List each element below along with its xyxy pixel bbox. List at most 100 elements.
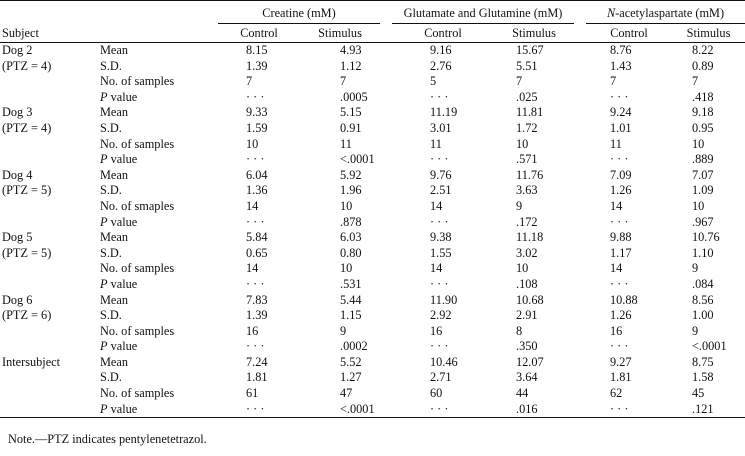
table-row: (PTZ = 4) S.D. 1.39 1.12 2.76 5.51 1.43 0.89 bbox=[0, 59, 745, 75]
value-cell: 1.09 bbox=[692, 183, 714, 198]
table-row: P value · · · <.0001 · · · .571 · · · .889 bbox=[0, 152, 745, 168]
value-cell: 6.04 bbox=[246, 167, 268, 182]
value-cell: 14 bbox=[430, 261, 443, 276]
value-cell: .531 bbox=[340, 276, 362, 291]
value-cell: .084 bbox=[692, 276, 714, 291]
p-value-label: value bbox=[110, 401, 138, 416]
subject-cell bbox=[0, 370, 100, 386]
value-cell: 2.91 bbox=[516, 308, 538, 323]
measure-cell: P value bbox=[100, 215, 218, 231]
measure-cell: No. of samples bbox=[100, 386, 175, 401]
results-table: Creatine (mM) Glutamate and Glutamine (m… bbox=[0, 0, 745, 419]
value-cell: 16 bbox=[430, 323, 443, 338]
value-cell: 10 bbox=[340, 198, 353, 213]
value-cell: · · · bbox=[586, 401, 672, 419]
subject-cell: Dog 5 bbox=[2, 230, 33, 245]
value-cell: 1.81 bbox=[246, 370, 268, 385]
value-cell: 11.90 bbox=[430, 292, 458, 307]
value-cell: 7 bbox=[692, 74, 699, 89]
value-cell: 1.58 bbox=[692, 370, 714, 385]
value-cell: .967 bbox=[692, 214, 714, 229]
value-cell: 9 bbox=[340, 323, 347, 338]
value-cell: .0005 bbox=[340, 89, 368, 104]
value-cell: .025 bbox=[516, 89, 538, 104]
value-cell: 9.18 bbox=[692, 105, 714, 120]
value-cell: · · · bbox=[430, 152, 449, 167]
value-cell: 9 bbox=[516, 198, 523, 213]
value-cell: 10 bbox=[516, 136, 529, 151]
value-cell: .121 bbox=[672, 401, 745, 419]
subheader-creatine-stimulus: Stimulus bbox=[300, 23, 380, 43]
value-cell: 1.72 bbox=[516, 120, 538, 135]
measure-cell: S.D. bbox=[100, 58, 122, 73]
value-cell: .878 bbox=[340, 214, 362, 229]
subject-cell: (PTZ = 6) bbox=[2, 308, 52, 323]
value-cell: 2.71 bbox=[430, 370, 452, 385]
table-row: Dog 6 Mean 7.83 5.44 11.90 10.68 10.88 8.56 bbox=[0, 293, 745, 309]
value-cell: 2.76 bbox=[430, 58, 452, 73]
value-cell: 5 bbox=[430, 74, 437, 89]
value-cell: 0.65 bbox=[246, 245, 268, 260]
value-cell: 1.36 bbox=[246, 183, 268, 198]
measure-cell: No. of samples bbox=[100, 261, 175, 276]
value-cell: 14 bbox=[246, 198, 259, 213]
subject-cell: Dog 3 bbox=[2, 105, 33, 120]
subject-cell: (PTZ = 4) bbox=[2, 58, 52, 73]
value-cell: .108 bbox=[516, 276, 538, 291]
value-cell: 47 bbox=[340, 386, 353, 401]
value-cell: 2.51 bbox=[430, 183, 452, 198]
p-italic: P bbox=[100, 152, 108, 167]
value-cell: · · · bbox=[610, 152, 629, 167]
subject-cell bbox=[0, 261, 100, 277]
subject-cell: (PTZ = 5) bbox=[2, 245, 52, 260]
p-value-label: value bbox=[110, 152, 138, 167]
p-italic: P bbox=[100, 89, 108, 104]
value-cell: 11 bbox=[610, 136, 622, 151]
top-rule bbox=[0, 0, 745, 3]
value-cell: 1.00 bbox=[692, 308, 714, 323]
subject-cell bbox=[0, 137, 100, 153]
value-cell: 8.75 bbox=[692, 354, 714, 369]
measure-cell: S.D. bbox=[100, 183, 122, 198]
subject-cell bbox=[0, 74, 100, 90]
value-cell: 7 bbox=[610, 74, 617, 89]
naa-label: acetylaspartate (mM) bbox=[619, 6, 725, 20]
value-cell: 1.96 bbox=[340, 183, 362, 198]
value-cell: · · · bbox=[218, 401, 300, 419]
value-cell: · · · bbox=[610, 339, 629, 354]
value-cell: 11.81 bbox=[516, 105, 544, 120]
subject-cell bbox=[0, 401, 100, 419]
subheader-glu-control: Control bbox=[392, 23, 494, 43]
value-cell: 1.55 bbox=[430, 245, 452, 260]
subheader-naa-stimulus: Stimulus bbox=[672, 23, 745, 43]
table-row: P value · · · .0005 · · · .025 · · · .418 bbox=[0, 90, 745, 106]
value-cell: 9.16 bbox=[430, 43, 452, 57]
table-row: No. of samples 10 11 11 10 11 10 bbox=[0, 137, 745, 153]
value-cell: 10.88 bbox=[610, 292, 638, 307]
value-cell: 16 bbox=[246, 323, 259, 338]
value-cell: 8.56 bbox=[692, 292, 714, 307]
subject-cell bbox=[0, 386, 100, 402]
p-value-label: value bbox=[110, 214, 138, 229]
value-cell: 7.24 bbox=[246, 354, 268, 369]
value-cell: <.0001 bbox=[692, 339, 727, 354]
subheader-glu-stimulus: Stimulus bbox=[494, 23, 574, 43]
measure-cell: Mean bbox=[100, 354, 128, 369]
value-cell: 1.27 bbox=[340, 370, 362, 385]
measure-cell: S.D. bbox=[100, 308, 122, 323]
measure-cell: P value bbox=[100, 277, 218, 293]
value-cell: · · · bbox=[246, 214, 265, 229]
value-cell: 10 bbox=[340, 261, 353, 276]
value-cell: 3.64 bbox=[516, 370, 538, 385]
value-cell: 8.22 bbox=[692, 43, 714, 57]
value-cell: 9.88 bbox=[610, 230, 632, 245]
value-cell: 3.01 bbox=[430, 120, 452, 135]
value-cell: <.0001 bbox=[340, 152, 375, 167]
value-cell: 7 bbox=[340, 74, 347, 89]
subject-cell bbox=[0, 90, 100, 106]
subject-cell: Intersubject bbox=[2, 354, 61, 369]
value-cell: 9 bbox=[692, 261, 699, 276]
group-header-naa: N-acetylaspartate (mM) bbox=[586, 3, 745, 24]
measure-cell: Mean bbox=[100, 105, 128, 120]
value-cell: 0.89 bbox=[692, 58, 714, 73]
